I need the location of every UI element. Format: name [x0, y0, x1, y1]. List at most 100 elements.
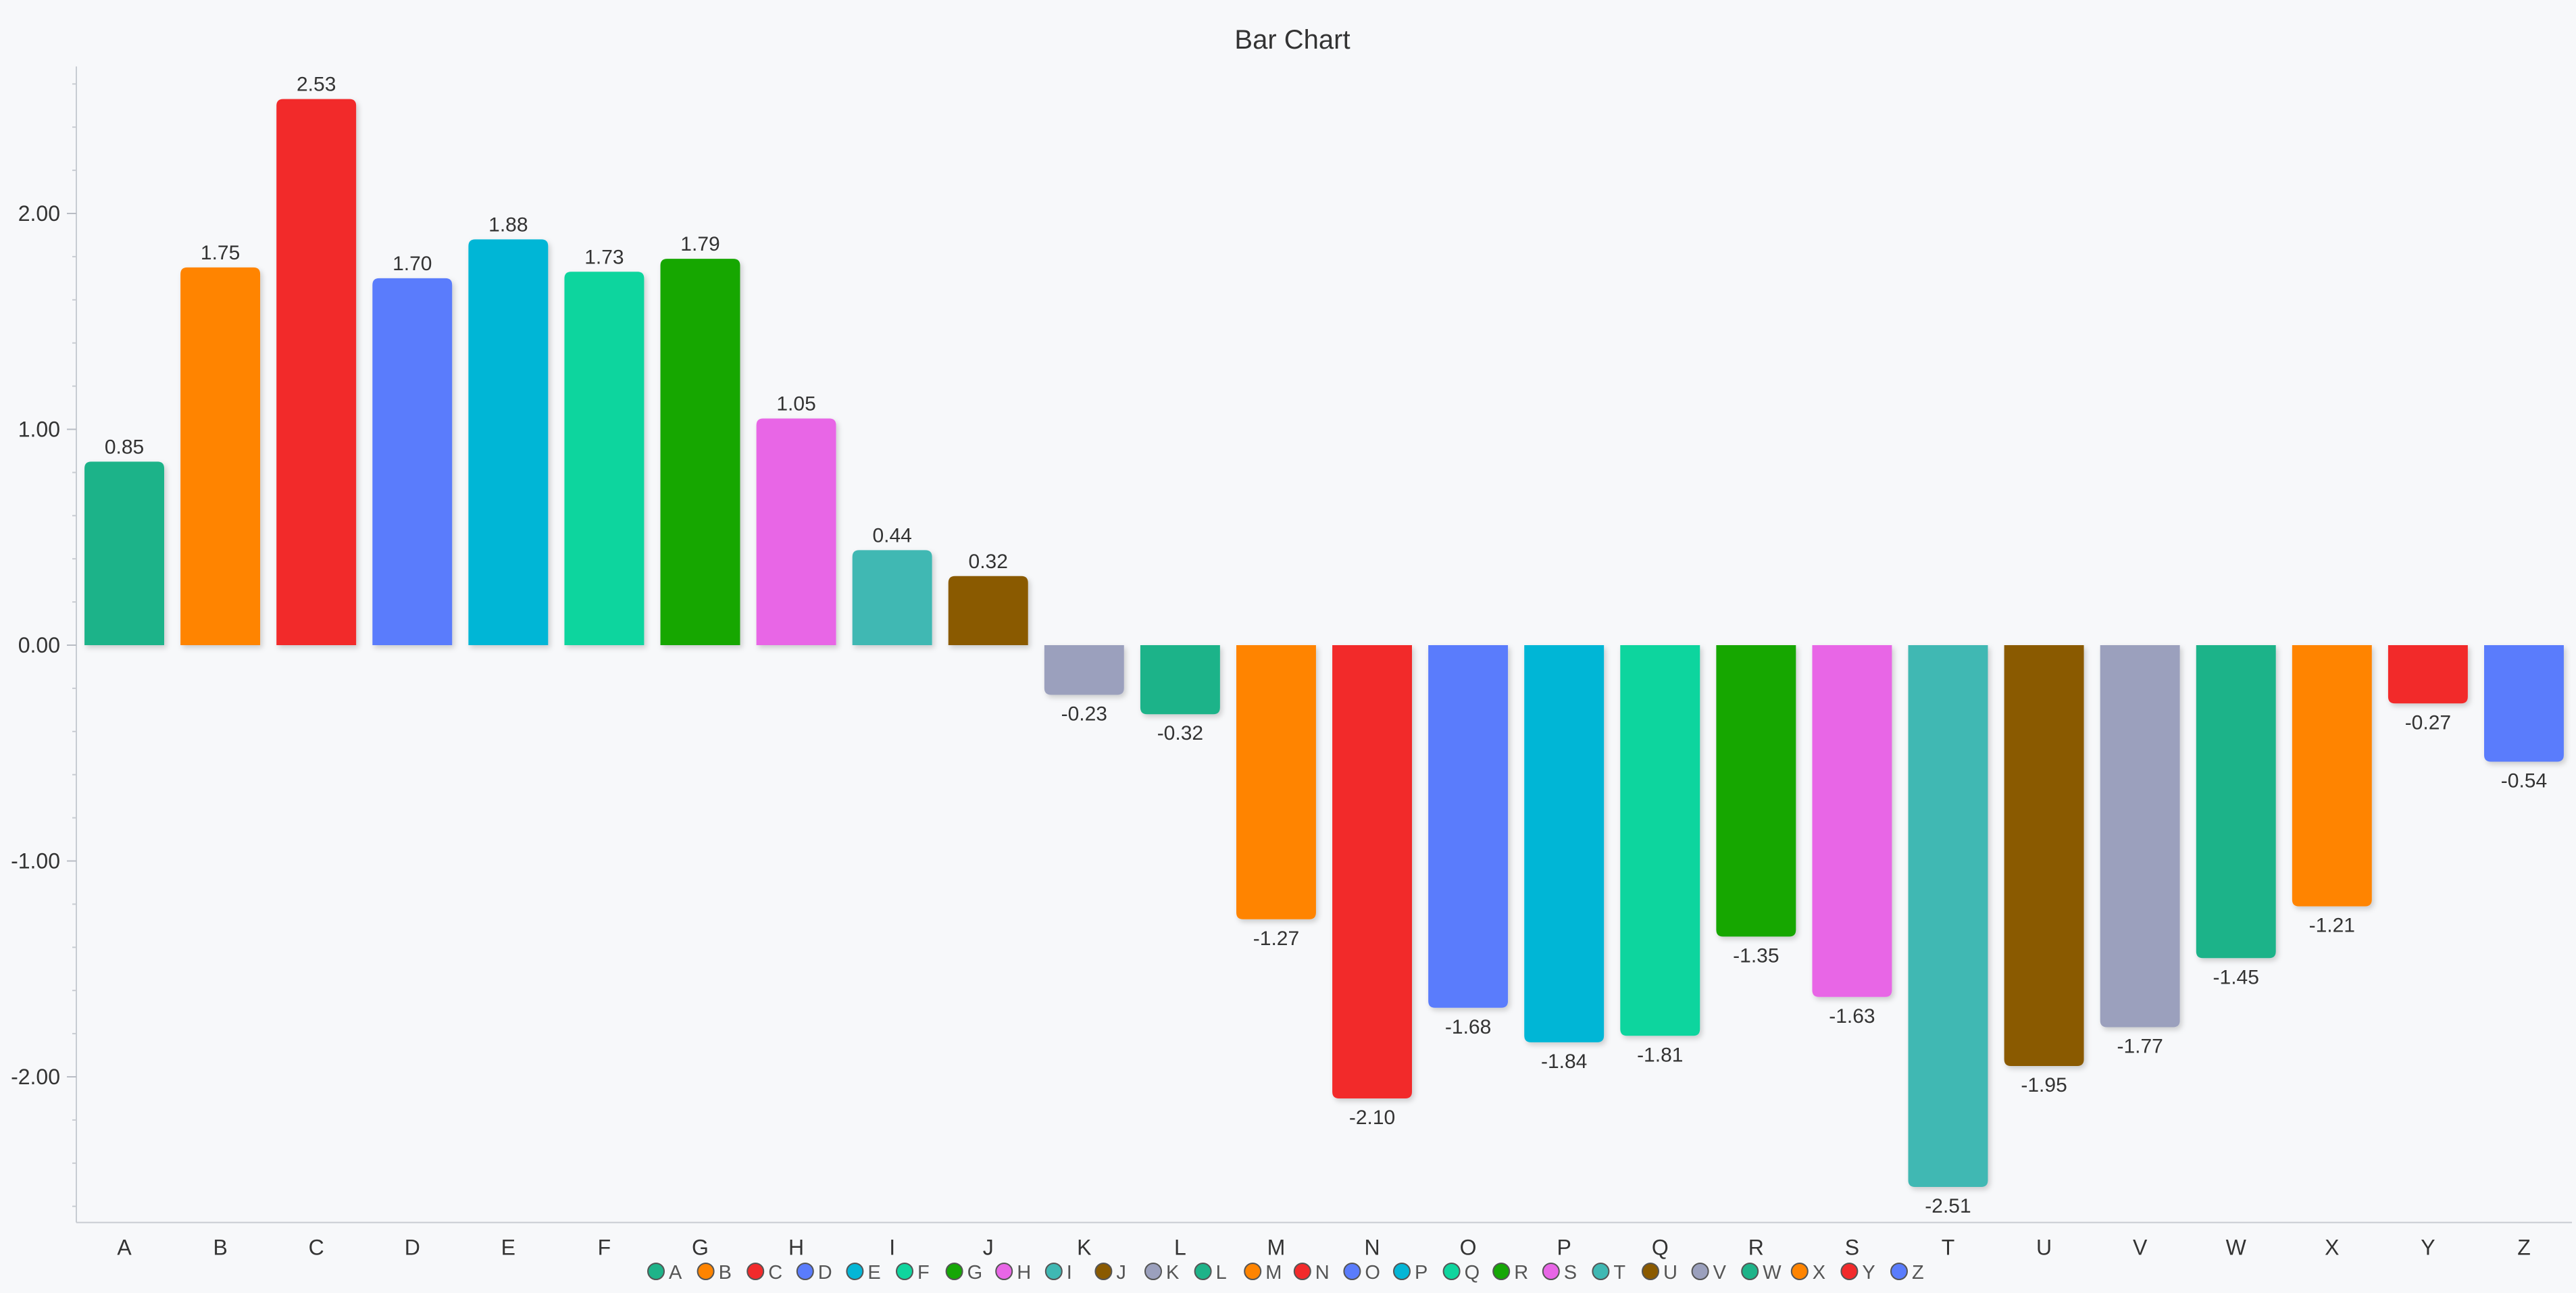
- legend-item-G[interactable]: G: [945, 1262, 983, 1284]
- x-tick-label-I: I: [889, 1236, 895, 1260]
- legend-item-I[interactable]: I: [1044, 1262, 1072, 1284]
- legend-item-V[interactable]: V: [1691, 1262, 1727, 1284]
- legend-item-S[interactable]: S: [1542, 1262, 1577, 1284]
- legend-item-R[interactable]: R: [1492, 1262, 1528, 1284]
- legend-label: N: [1315, 1262, 1330, 1284]
- data-label-L: -0.32: [1157, 722, 1203, 744]
- legend-item-M[interactable]: M: [1244, 1262, 1282, 1284]
- bar-H[interactable]: [756, 418, 836, 645]
- bar-L[interactable]: [1140, 645, 1220, 715]
- data-label-W: -1.45: [2213, 966, 2259, 988]
- data-label-X: -1.21: [2309, 915, 2355, 937]
- legend-item-Y[interactable]: Y: [1840, 1262, 1875, 1284]
- bar-W[interactable]: [2196, 645, 2276, 959]
- bar-J[interactable]: [948, 576, 1028, 645]
- bar-C[interactable]: [276, 99, 357, 646]
- x-tick-label-H: H: [788, 1236, 804, 1260]
- bar-M[interactable]: [1236, 645, 1316, 919]
- bar-N[interactable]: [1332, 645, 1413, 1098]
- legend-label: A: [669, 1262, 682, 1284]
- data-label-C: 2.53: [297, 74, 336, 96]
- legend-swatch: [1393, 1263, 1411, 1280]
- legend-label: Z: [1912, 1262, 1924, 1284]
- data-label-A: 0.85: [105, 436, 144, 458]
- y-tick-label: -2.00: [11, 1065, 60, 1089]
- legend-swatch: [995, 1263, 1013, 1280]
- legend-swatch: [896, 1263, 913, 1280]
- legend-swatch: [1790, 1263, 1809, 1280]
- y-tick-label: 1.00: [18, 417, 60, 442]
- x-tick-label-V: V: [2133, 1236, 2148, 1260]
- bar-R[interactable]: [1716, 645, 1796, 937]
- legend-item-W[interactable]: W: [1741, 1262, 1782, 1284]
- legend-item-E[interactable]: E: [846, 1262, 881, 1284]
- legend-item-X[interactable]: X: [1790, 1262, 1825, 1284]
- x-tick-label-N: N: [1364, 1236, 1380, 1260]
- x-tick-label-E: E: [501, 1236, 515, 1260]
- legend-label: W: [1763, 1262, 1782, 1284]
- bar-U[interactable]: [2004, 645, 2084, 1067]
- legend-item-K[interactable]: K: [1144, 1262, 1180, 1284]
- data-label-Q: -1.81: [1637, 1044, 1683, 1066]
- legend-item-L[interactable]: L: [1194, 1262, 1227, 1284]
- bar-V[interactable]: [2100, 645, 2180, 1028]
- legend-swatch: [1741, 1263, 1759, 1280]
- bar-S[interactable]: [1812, 645, 1892, 997]
- x-tick-label-U: U: [2036, 1236, 2052, 1260]
- x-tick-label-O: O: [1460, 1236, 1477, 1260]
- bar-K[interactable]: [1044, 645, 1124, 695]
- x-tick-label-F: F: [598, 1236, 611, 1260]
- bar-I[interactable]: [852, 550, 932, 645]
- legend-item-U[interactable]: U: [1642, 1262, 1677, 1284]
- x-tick-label-S: S: [1845, 1236, 1859, 1260]
- legend-label: X: [1813, 1262, 1825, 1284]
- legend-swatch: [747, 1263, 765, 1280]
- legend-label: I: [1067, 1262, 1072, 1284]
- data-label-O: -1.68: [1445, 1016, 1491, 1038]
- legend-swatch: [1492, 1263, 1511, 1280]
- data-label-M: -1.27: [1253, 928, 1299, 950]
- legend-item-J[interactable]: J: [1094, 1262, 1126, 1284]
- data-label-T: -2.51: [1925, 1195, 1971, 1217]
- bar-G[interactable]: [660, 259, 740, 646]
- legend-item-D[interactable]: D: [796, 1262, 832, 1284]
- bar-D[interactable]: [372, 278, 453, 646]
- legend-item-P[interactable]: P: [1393, 1262, 1428, 1284]
- x-tick-label-Z: Z: [2517, 1236, 2531, 1260]
- bar-B[interactable]: [180, 267, 261, 645]
- legend-label: R: [1514, 1262, 1528, 1284]
- data-label-Y: -0.27: [2405, 711, 2451, 734]
- bar-X[interactable]: [2292, 645, 2372, 907]
- legend-item-O[interactable]: O: [1343, 1262, 1380, 1284]
- data-label-H: 1.05: [776, 393, 815, 415]
- bars: 0.85 A 1.75 B 2.53 C 1.70 D 1.88 E 1.73 F 1.79 G 1.05 H…: [84, 74, 2564, 1260]
- axes: -2.00 -1.00 0.00 1.00 2.00: [11, 66, 2572, 1223]
- legend-item-F[interactable]: F: [896, 1262, 930, 1284]
- bar-E[interactable]: [468, 239, 549, 646]
- legend-item-N[interactable]: N: [1293, 1262, 1330, 1284]
- x-tick-label-R: R: [1748, 1236, 1764, 1260]
- legend-swatch: [1044, 1263, 1063, 1280]
- legend-label: C: [768, 1262, 782, 1284]
- legend-item-B[interactable]: B: [697, 1262, 732, 1284]
- legend: A B C D E F G H I J K L M N O P Q R S T U V W X Y Z: [647, 1262, 1924, 1284]
- legend-item-A[interactable]: A: [647, 1262, 682, 1284]
- x-tick-label-M: M: [1267, 1236, 1286, 1260]
- bar-Y[interactable]: [2388, 645, 2468, 704]
- legend-item-C[interactable]: C: [747, 1262, 782, 1284]
- legend-item-Z[interactable]: Z: [1890, 1262, 1924, 1284]
- bar-F[interactable]: [564, 272, 645, 645]
- x-tick-label-T: T: [1942, 1236, 1955, 1260]
- bar-O[interactable]: [1428, 645, 1509, 1008]
- legend-swatch: [1343, 1263, 1361, 1280]
- legend-item-T[interactable]: T: [1592, 1262, 1625, 1284]
- bar-P[interactable]: [1524, 645, 1605, 1042]
- bar-T[interactable]: [1908, 645, 1988, 1187]
- legend-swatch: [1592, 1263, 1610, 1280]
- bar-A[interactable]: [84, 461, 165, 645]
- legend-item-Q[interactable]: Q: [1442, 1262, 1480, 1284]
- legend-item-H[interactable]: H: [995, 1262, 1031, 1284]
- data-label-D: 1.70: [393, 253, 432, 275]
- bar-Z[interactable]: [2483, 645, 2564, 762]
- bar-Q[interactable]: [1620, 645, 1700, 1036]
